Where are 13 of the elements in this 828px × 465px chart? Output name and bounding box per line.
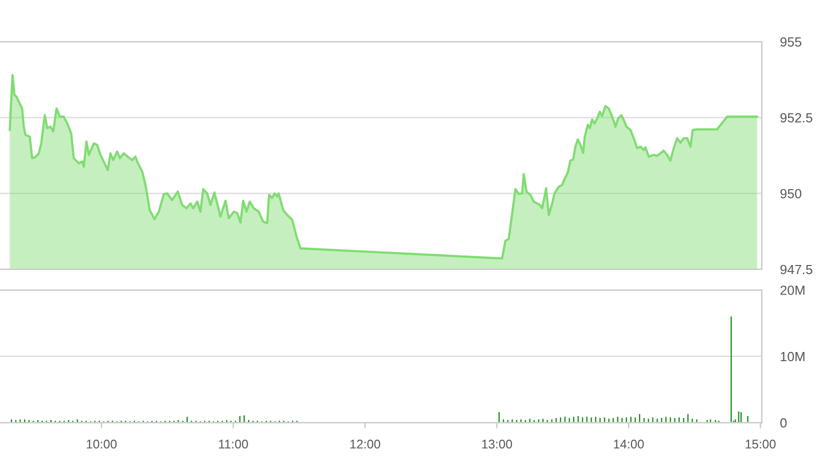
y-tick-label: 10M [780,352,804,362]
x-tick-label: 14:00 [614,440,644,449]
y-tick-label: 947.5 [780,264,812,274]
x-tick-label: 10:00 [86,440,117,449]
x-tick-label: 13:00 [482,440,512,449]
y-tick-label: 955 [780,37,802,47]
x-tick-label: 11:00 [219,440,248,449]
y-tick-label: 950 [780,188,802,198]
y-tick-label: 20M [780,286,804,295]
x-tick-label: 12:00 [350,440,380,449]
y-tick-label: 0 [780,418,787,428]
y-tick-label: 952.5 [780,113,812,122]
x-tick-label: 15:00 [746,440,776,449]
